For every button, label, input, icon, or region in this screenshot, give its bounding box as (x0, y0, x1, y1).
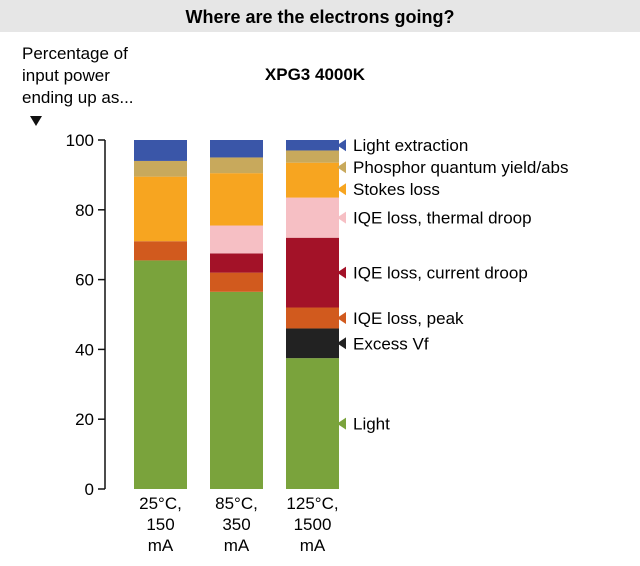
legend-marker (337, 139, 346, 152)
x-category-label: 125°C, (286, 494, 338, 513)
bar-segment-phosphor-quantum-yield-abs (286, 150, 339, 163)
legend-label: Excess Vf (353, 334, 429, 353)
bar-segment-stokes-loss (210, 173, 263, 226)
bar-segment-iqe-loss-peak (210, 272, 263, 292)
bar-segment-iqe-loss-current-droop (210, 253, 263, 273)
x-category-label: 150 (146, 515, 174, 534)
chart-subtitle: XPG3 4000K (265, 65, 366, 84)
x-category-label: 25°C, (139, 494, 182, 513)
bar-segment-stokes-loss (286, 162, 339, 198)
bar-segment-iqe-loss-thermal-droop (286, 197, 339, 238)
bar-segment-iqe-loss-thermal-droop (210, 225, 263, 254)
x-category-label: 350 (222, 515, 250, 534)
bar-segment-light (210, 291, 263, 489)
legend-marker (337, 183, 346, 196)
x-category-label: 85°C, (215, 494, 258, 513)
legend-marker (337, 417, 346, 430)
legend-label: Stokes loss (353, 180, 440, 199)
bar-segment-phosphor-quantum-yield-abs (134, 160, 187, 177)
x-category-label: mA (300, 536, 326, 555)
bar-segment-light-extraction (286, 140, 339, 151)
chart-title: Where are the electrons going? (185, 7, 454, 27)
title-band (0, 0, 640, 32)
legend-marker (337, 161, 346, 174)
bar-segment-excess-vf (286, 328, 339, 359)
y-tick-label: 100 (66, 131, 94, 150)
legend-label: IQE loss, thermal droop (353, 209, 532, 228)
bar-segment-light (286, 358, 339, 489)
legend-marker (337, 266, 346, 279)
x-category-label: 1500 (294, 515, 332, 534)
legend: Light extraction Phosphor quantum yield/a… (337, 136, 568, 434)
bar-segment-light-extraction (134, 140, 187, 161)
y-axis-label-arrow (30, 116, 42, 126)
bar-segment-stokes-loss (134, 176, 187, 242)
legend-label: IQE loss, current droop (353, 264, 528, 283)
x-category-label: mA (148, 536, 174, 555)
x-axis-categories: 25°C, 150 mA 85°C, 350 mA 125°C, 1500 mA (139, 494, 338, 555)
y-tick-label: 0 (85, 480, 94, 499)
bar-segment-iqe-loss-peak (134, 241, 187, 261)
bar-segment-phosphor-quantum-yield-abs (210, 157, 263, 174)
legend-marker (337, 211, 346, 224)
x-category-label: mA (224, 536, 250, 555)
y-tick-label: 40 (75, 340, 94, 359)
y-tick-label: 80 (75, 201, 94, 220)
legend-label: IQE loss, peak (353, 309, 464, 328)
y-axis-label-line: input power (22, 66, 110, 85)
bar-segment-iqe-loss-peak (286, 307, 339, 329)
y-axis-label: Percentage of input power ending up as... (22, 44, 134, 107)
bar-segment-light (134, 260, 187, 489)
legend-marker (337, 337, 346, 350)
legend-label: Light (353, 415, 390, 434)
y-axis: 0 20 40 60 80 100 (66, 131, 106, 499)
y-tick-label: 20 (75, 410, 94, 429)
y-axis-label-line: Percentage of (22, 44, 128, 63)
bars (134, 140, 339, 489)
bar-segment-light-extraction (210, 140, 263, 158)
y-tick-label: 60 (75, 271, 94, 290)
bar-segment-iqe-loss-current-droop (286, 237, 339, 308)
y-axis-label-line: ending up as... (22, 88, 134, 107)
legend-label: Phosphor quantum yield/abs (353, 158, 568, 177)
legend-marker (337, 311, 346, 324)
legend-label: Light extraction (353, 136, 468, 155)
